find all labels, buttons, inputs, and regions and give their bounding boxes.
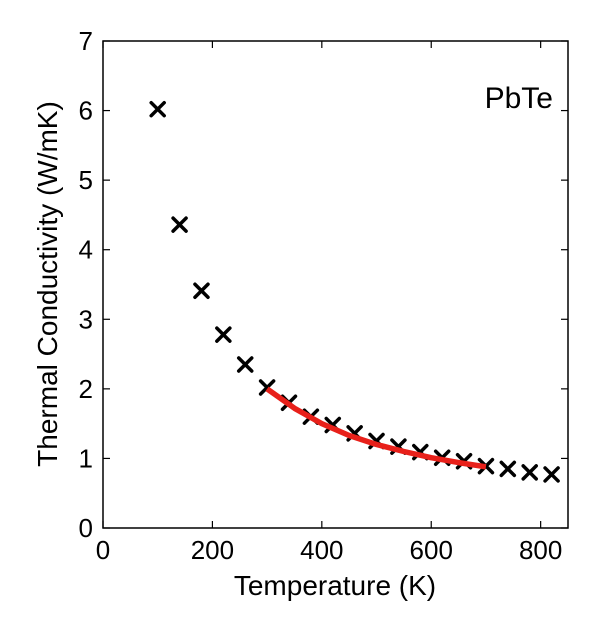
plot-frame	[102, 40, 569, 529]
data-point	[193, 282, 210, 300]
x-tick-label: 600	[410, 535, 453, 565]
x-tick-label: 0	[96, 535, 110, 565]
fit-line	[265, 386, 487, 470]
y-tick-label: 4	[79, 235, 93, 265]
x-tick-label: 800	[519, 535, 562, 565]
chart-annotation: PbTe	[485, 82, 553, 115]
plot-layer	[149, 100, 560, 483]
y-tick-label: 5	[79, 165, 93, 195]
y-axis-label: Thermal Conductivity (W/mK)	[32, 101, 63, 467]
data-point	[171, 216, 188, 233]
x-tick-label: 400	[300, 535, 343, 565]
y-tick-label: 3	[79, 304, 93, 334]
y-tick-label: 2	[79, 374, 93, 404]
data-point	[499, 460, 517, 478]
y-tick-label: 6	[79, 96, 93, 126]
data-point	[215, 326, 232, 343]
data-point	[236, 356, 254, 373]
x-tick-label: 200	[191, 535, 234, 565]
data-point	[543, 466, 560, 483]
x-axis-label: Temperature (K)	[234, 570, 436, 601]
ticks-layer: 0 200 400 600 800 0 1 2 3 4 5 6 7	[79, 26, 568, 565]
data-point	[149, 100, 166, 118]
y-tick-label: 1	[79, 443, 93, 473]
y-tick-label: 7	[79, 26, 93, 56]
data-point	[521, 464, 538, 481]
y-tick-label: 0	[79, 513, 93, 543]
